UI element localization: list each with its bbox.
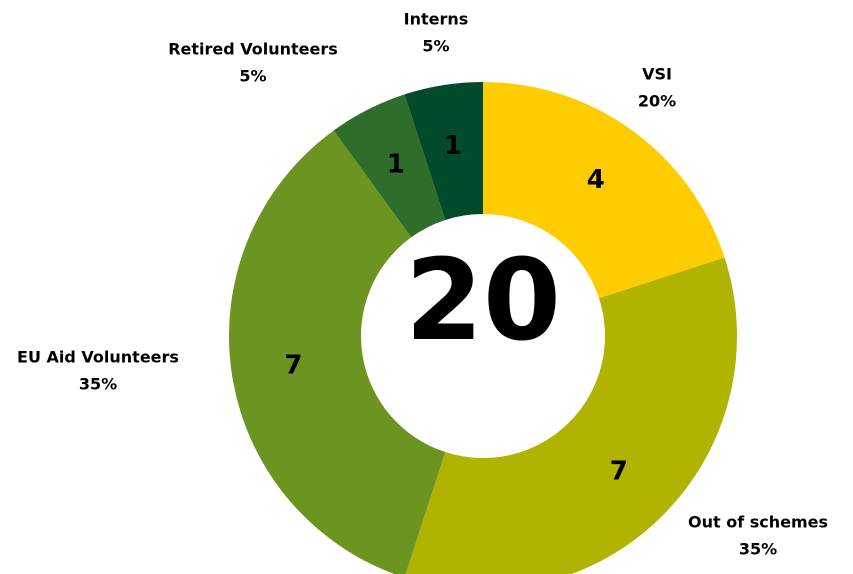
category-label: VSI (642, 65, 672, 84)
percent-label: 5% (422, 37, 449, 56)
donut-slice (404, 82, 483, 220)
donut-slice (405, 257, 737, 574)
slice-value: 4 (587, 165, 605, 195)
category-label: Out of schemes (688, 513, 828, 532)
donut-slice (229, 130, 446, 574)
center-total: 20 (405, 236, 561, 366)
percent-label: 35% (739, 540, 777, 559)
slice-value: 1 (444, 131, 462, 161)
donut-slice (333, 94, 446, 238)
slice-value: 7 (284, 351, 302, 381)
percent-label: 35% (79, 375, 117, 394)
percent-label: 20% (638, 92, 676, 111)
percent-label: 5% (239, 67, 266, 86)
category-label: EU Aid Volunteers (17, 348, 179, 367)
slice-value: 1 (387, 149, 405, 179)
donut-slice (483, 82, 725, 299)
category-label: Interns (404, 10, 469, 29)
slice-value: 7 (610, 456, 628, 486)
category-label: Retired Volunteers (168, 40, 338, 59)
